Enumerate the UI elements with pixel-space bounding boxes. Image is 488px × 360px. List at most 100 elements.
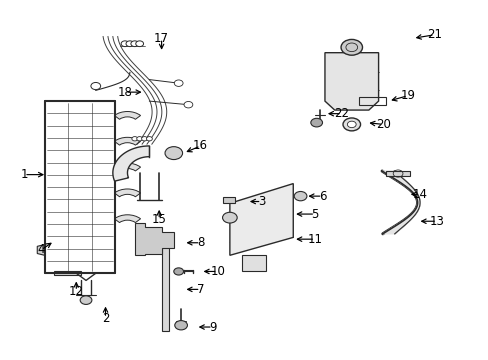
- Circle shape: [222, 212, 237, 223]
- Polygon shape: [394, 225, 404, 226]
- Text: 15: 15: [151, 213, 166, 226]
- Polygon shape: [381, 171, 395, 172]
- Polygon shape: [410, 213, 415, 215]
- Polygon shape: [405, 218, 411, 219]
- Polygon shape: [400, 183, 408, 184]
- Circle shape: [91, 82, 101, 90]
- Polygon shape: [396, 224, 405, 225]
- Polygon shape: [411, 191, 416, 192]
- Polygon shape: [113, 146, 149, 181]
- Polygon shape: [229, 184, 293, 255]
- Bar: [54, 271, 81, 275]
- Polygon shape: [398, 182, 407, 183]
- Polygon shape: [417, 203, 419, 204]
- Polygon shape: [413, 210, 417, 211]
- Polygon shape: [395, 180, 405, 181]
- Text: 14: 14: [412, 188, 427, 201]
- Polygon shape: [417, 202, 419, 203]
- Circle shape: [294, 192, 306, 201]
- Polygon shape: [411, 212, 416, 213]
- Text: 11: 11: [307, 233, 322, 246]
- Polygon shape: [242, 255, 266, 271]
- Polygon shape: [401, 221, 408, 222]
- Wedge shape: [114, 112, 140, 119]
- Circle shape: [132, 136, 138, 141]
- Text: 7: 7: [197, 283, 204, 296]
- Circle shape: [310, 118, 322, 127]
- Polygon shape: [415, 207, 418, 208]
- Polygon shape: [416, 204, 419, 205]
- Polygon shape: [406, 187, 412, 188]
- Circle shape: [342, 118, 360, 131]
- Text: 22: 22: [334, 107, 349, 120]
- Text: 6: 6: [318, 190, 325, 203]
- Polygon shape: [417, 201, 419, 202]
- Polygon shape: [37, 244, 44, 255]
- Circle shape: [174, 80, 183, 86]
- Circle shape: [346, 121, 355, 128]
- Circle shape: [142, 136, 147, 141]
- Polygon shape: [414, 209, 418, 210]
- Polygon shape: [407, 217, 412, 218]
- Polygon shape: [390, 228, 401, 229]
- Wedge shape: [114, 215, 140, 222]
- Text: 20: 20: [375, 118, 390, 131]
- Text: 16: 16: [193, 139, 208, 152]
- Circle shape: [164, 147, 182, 159]
- Bar: [222, 197, 234, 203]
- Polygon shape: [390, 176, 401, 177]
- Polygon shape: [386, 231, 398, 232]
- Polygon shape: [408, 189, 414, 190]
- Circle shape: [174, 320, 187, 330]
- Polygon shape: [392, 226, 403, 228]
- Circle shape: [146, 136, 152, 141]
- Polygon shape: [386, 174, 398, 175]
- Polygon shape: [409, 215, 414, 216]
- Polygon shape: [387, 230, 399, 231]
- Polygon shape: [416, 206, 419, 207]
- Circle shape: [131, 41, 139, 46]
- Wedge shape: [114, 163, 140, 171]
- Polygon shape: [397, 223, 406, 224]
- Polygon shape: [407, 188, 413, 189]
- Polygon shape: [135, 223, 173, 255]
- Circle shape: [80, 296, 92, 305]
- Circle shape: [340, 40, 362, 55]
- Polygon shape: [389, 229, 400, 230]
- Circle shape: [173, 268, 183, 275]
- Text: 5: 5: [311, 208, 318, 221]
- Polygon shape: [403, 185, 410, 186]
- Polygon shape: [416, 198, 419, 199]
- Polygon shape: [414, 195, 418, 197]
- Polygon shape: [409, 190, 415, 191]
- Circle shape: [183, 102, 192, 108]
- Polygon shape: [393, 179, 403, 180]
- Text: 2: 2: [102, 311, 109, 325]
- Polygon shape: [388, 175, 400, 176]
- Text: 9: 9: [209, 320, 216, 333]
- Polygon shape: [385, 173, 397, 174]
- Polygon shape: [383, 172, 396, 173]
- Text: 12: 12: [69, 285, 83, 298]
- Text: 19: 19: [400, 89, 414, 102]
- Polygon shape: [416, 200, 419, 201]
- Polygon shape: [412, 192, 416, 193]
- Text: 10: 10: [210, 265, 224, 278]
- Circle shape: [121, 41, 129, 46]
- Polygon shape: [404, 219, 410, 220]
- Bar: [358, 97, 385, 105]
- Circle shape: [126, 41, 134, 46]
- Polygon shape: [391, 177, 402, 179]
- Polygon shape: [384, 232, 396, 233]
- Text: 3: 3: [257, 195, 264, 208]
- Polygon shape: [325, 53, 378, 110]
- Text: 21: 21: [427, 28, 441, 41]
- Circle shape: [137, 136, 142, 141]
- Polygon shape: [415, 197, 418, 198]
- Polygon shape: [416, 199, 419, 200]
- Polygon shape: [407, 216, 413, 217]
- Polygon shape: [412, 211, 417, 212]
- Polygon shape: [413, 194, 417, 195]
- Circle shape: [136, 41, 143, 46]
- Text: 4: 4: [38, 243, 45, 256]
